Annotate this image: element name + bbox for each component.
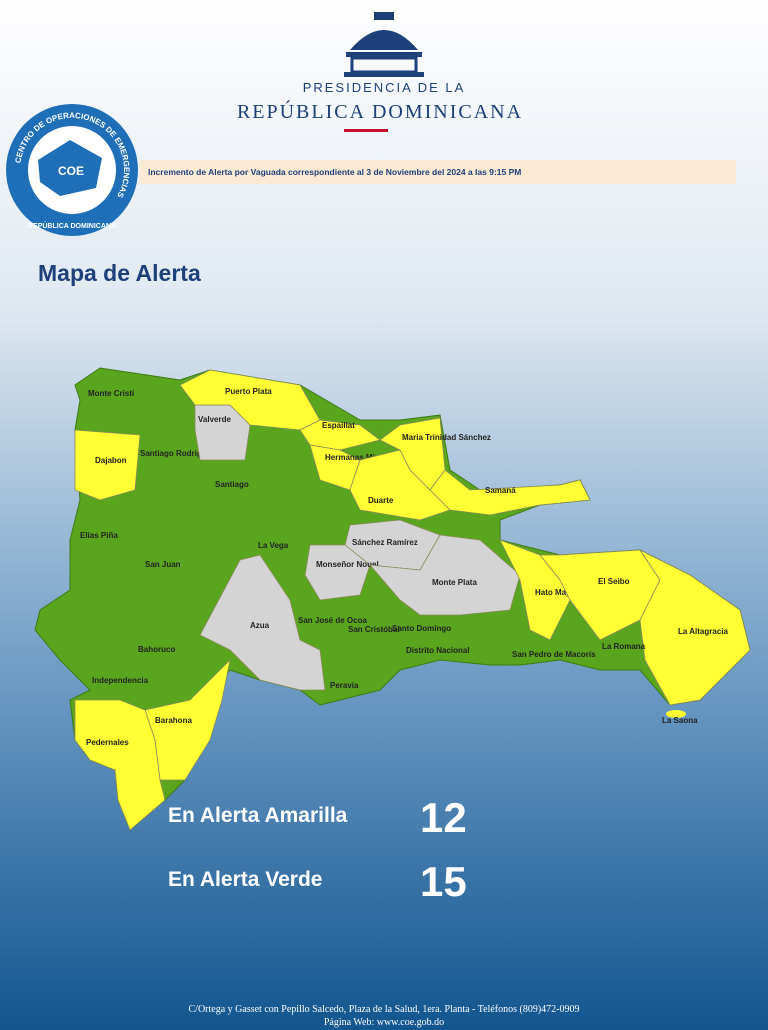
- banner: Incremento de Alerta por Vaguada corresp…: [148, 167, 521, 177]
- province-label: Santiago Rodriguez: [140, 449, 215, 458]
- province-label: Monseñor Nouel: [316, 560, 379, 569]
- province-label: Elias Piña: [80, 531, 118, 540]
- province-label: Independencia: [92, 676, 149, 685]
- province-label: Sánchez Ramírez: [352, 538, 418, 547]
- province-label: Espaillat: [322, 421, 355, 430]
- logo-center: COE: [58, 164, 84, 178]
- province-label: La Altagracia: [678, 627, 728, 636]
- summary-label: En Alerta Verde: [168, 868, 322, 891]
- province-label: Samaná: [485, 486, 516, 495]
- province-area: [666, 710, 686, 718]
- map: Monte Cristi Dajabon Santiago Rodriguez Val…: [34, 367, 751, 831]
- province-label: San Pedro de Macorís: [512, 650, 596, 659]
- footer-line2: Página Web: www.coe.gob.do: [324, 1017, 444, 1028]
- province-label: San Cristóbal: [348, 625, 400, 634]
- province-label: Santo Domingo: [392, 624, 451, 633]
- province-label: Azua: [250, 621, 270, 630]
- province-area: [304, 544, 371, 601]
- divider: [344, 129, 388, 132]
- title: Mapa de Alerta: [38, 260, 201, 286]
- province-label: Monte Plata: [432, 578, 477, 587]
- province-area: [74, 429, 141, 501]
- province-label: El Seibo: [598, 577, 630, 586]
- province-area: [369, 534, 521, 616]
- province-label: La Vega: [258, 541, 289, 550]
- header-line1: PRESIDENCIA DE LA: [303, 80, 466, 95]
- province-label: La Saona: [662, 716, 698, 725]
- province-label: Hermanas Mirabal: [325, 453, 394, 462]
- province-label: Distrito Nacional: [406, 646, 470, 655]
- province-label: Santiago: [215, 480, 249, 489]
- logo: CENTRO DE OPERACIONES DE EMERGENCIAS REP…: [6, 104, 138, 236]
- emblem: [344, 12, 424, 77]
- province-label: Barahona: [155, 716, 192, 725]
- summary: En Alerta Amarilla 12 En Alerta Verde 15: [168, 794, 467, 905]
- province-label: Puerto Plata: [225, 387, 272, 396]
- province-label: San José de Ocoa: [298, 616, 367, 625]
- province-label: La Romana: [602, 642, 646, 651]
- summary-label: En Alerta Amarilla: [168, 804, 348, 827]
- province-area: [74, 699, 166, 831]
- province-label: Pedernales: [86, 738, 129, 747]
- province-label: Maria Trinidad Sánchez: [402, 433, 491, 442]
- province-label: San Juan: [145, 560, 181, 569]
- banner-box: [140, 160, 736, 184]
- province-label: Dajabon: [95, 456, 127, 465]
- province-label: Peravia: [330, 681, 359, 690]
- province-label: Bahoruco: [138, 645, 175, 654]
- footer-line1: C/Ortega y Gasset con Pepillo Salcedo, P…: [189, 1004, 580, 1015]
- header-line2: REPÚBLICA DOMINICANA: [237, 99, 523, 123]
- province-area: [638, 548, 751, 706]
- province-label: Monte Cristi: [88, 389, 134, 398]
- summary-count: 15: [420, 858, 467, 905]
- logo-bottom: REPÚBLICA DOMINICANA: [28, 221, 116, 230]
- province-label: Hato Mayor: [535, 588, 579, 597]
- province-area: [199, 554, 326, 691]
- province-area: [429, 469, 591, 516]
- province-label: Duarte: [368, 496, 394, 505]
- summary-count: 12: [420, 794, 467, 841]
- province-label: Valverde: [198, 415, 231, 424]
